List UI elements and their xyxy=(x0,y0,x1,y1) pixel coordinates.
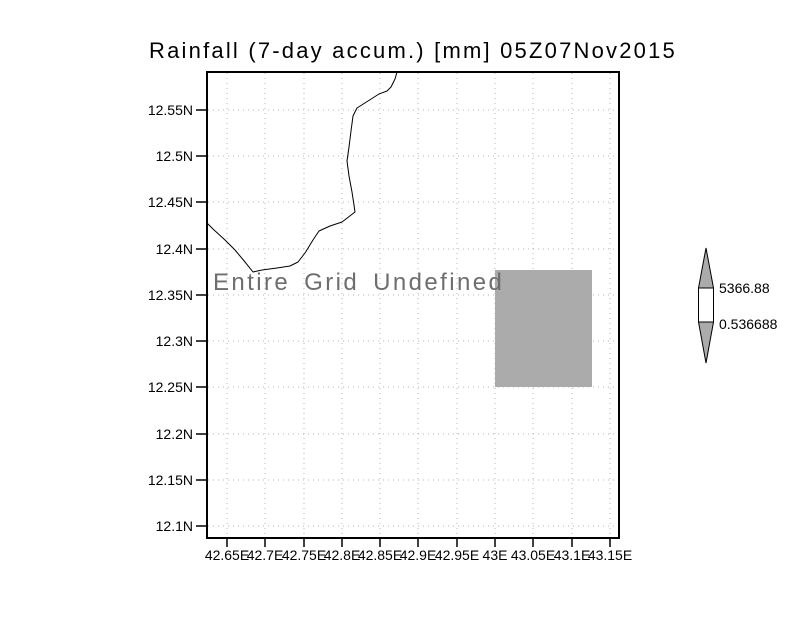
shaded-region-rect xyxy=(495,270,592,387)
colorbar-box xyxy=(698,287,714,323)
y-axis-label: 12.35N xyxy=(148,287,193,303)
x-axis-label: 42.75E xyxy=(282,547,326,563)
colorbar-min-label: 0.536688 xyxy=(719,316,778,332)
x-axis-ticks xyxy=(226,539,611,547)
x-axis-labels: 42.65E 42.7E 42.75E 42.8E 42.85E 42.9E 4… xyxy=(205,547,632,563)
x-axis-label: 43.15E xyxy=(588,547,632,563)
colorbar: 5366.88 0.536688 xyxy=(697,247,778,364)
colorbar-max-label: 5366.88 xyxy=(719,280,770,296)
x-axis-label: 43.05E xyxy=(511,547,555,563)
plot-title: Rainfall (7-day accum.) [mm] 05Z07Nov201… xyxy=(149,38,677,63)
y-axis-label: 12.5N xyxy=(156,148,193,164)
x-axis-label: 42.8E xyxy=(324,547,361,563)
y-axis-label: 12.4N xyxy=(156,241,193,257)
y-axis-label: 12.2N xyxy=(156,426,193,442)
x-axis-label: 42.9E xyxy=(400,547,437,563)
y-axis-label: 12.45N xyxy=(148,194,193,210)
y-axis-label: 12.55N xyxy=(148,102,193,118)
grid-undefined-annotation: Entire Grid Undefined xyxy=(213,269,504,296)
colorbar-down-arrow xyxy=(697,321,715,364)
gridlines xyxy=(208,73,618,537)
y-axis-labels: 12.55N 12.5N 12.45N 12.4N 12.35N 12.3N 1… xyxy=(148,102,193,534)
x-axis-label: 42.65E xyxy=(205,547,249,563)
y-axis-label: 12.25N xyxy=(148,379,193,395)
y-axis-label: 12.3N xyxy=(156,333,193,349)
coastline-path xyxy=(206,71,398,273)
colorbar-up-arrow xyxy=(697,247,715,289)
y-axis-label: 12.1N xyxy=(156,518,193,534)
x-axis-label: 42.95E xyxy=(435,547,479,563)
x-axis-label: 42.7E xyxy=(247,547,284,563)
x-axis-label: 43E xyxy=(483,547,508,563)
y-axis-label: 12.15N xyxy=(148,472,193,488)
x-axis-label: 43.1E xyxy=(554,547,591,563)
map-frame xyxy=(206,71,620,539)
y-axis-ticks xyxy=(196,109,206,527)
x-axis-label: 42.85E xyxy=(358,547,402,563)
